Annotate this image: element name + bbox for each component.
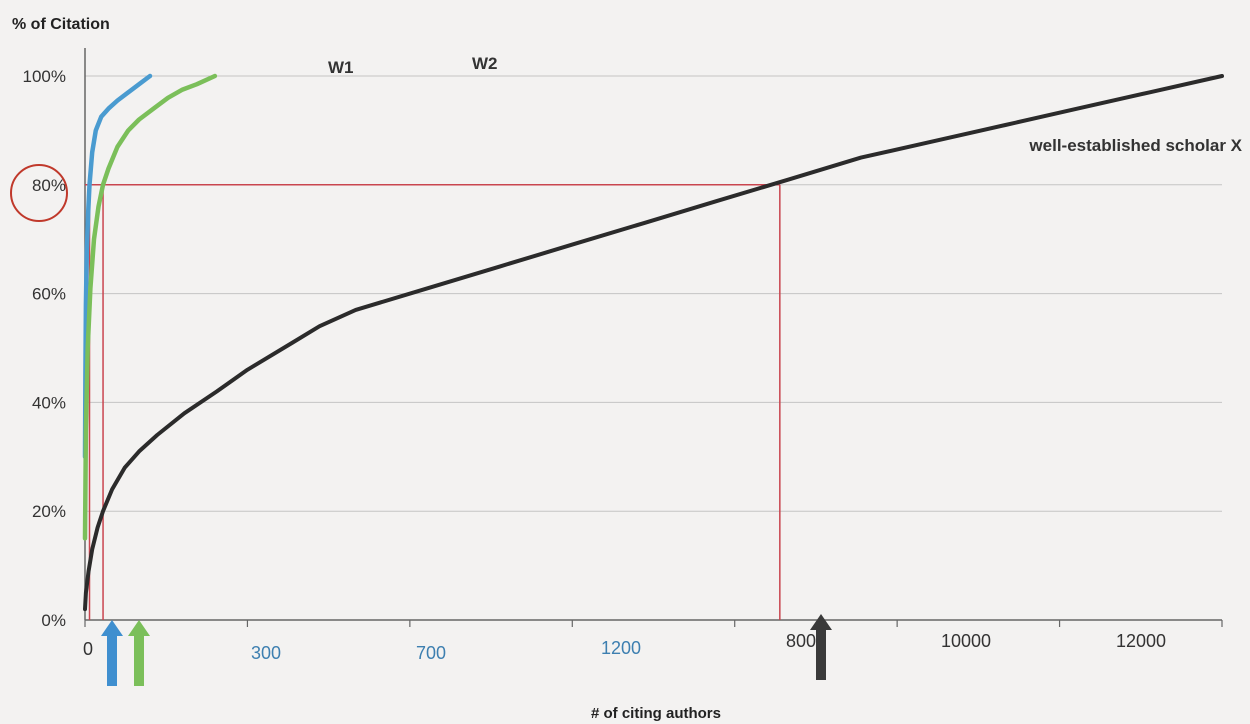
x-tick-label: 300 (251, 643, 281, 663)
series-lines (82, 73, 1224, 612)
y-tick-label: 40% (32, 393, 66, 412)
y-tick-label: 80% (32, 176, 66, 195)
x-tick-labels: 0 300 700 1200 8000 10000 12000 (83, 631, 1166, 663)
marker-arrows (101, 614, 832, 686)
x-tick-label: 700 (416, 643, 446, 663)
series-label: well-established scholar X (1028, 136, 1242, 155)
series-line-2 (82, 73, 218, 541)
series-label: W2 (472, 54, 498, 73)
y-axis-title: % of Citation (12, 16, 110, 33)
series-line-1 (82, 73, 153, 460)
series-label: W1 (328, 58, 354, 77)
highlight-circle (10, 164, 68, 222)
reference-lines (85, 184, 781, 620)
axes (84, 48, 1223, 627)
y-tick-label: 0% (41, 611, 66, 630)
series-line-3 (83, 74, 1224, 612)
up-arrow (101, 620, 123, 686)
circle-80-percent (10, 164, 68, 222)
series-labels: W1 W2 well-established scholar X (328, 54, 1243, 155)
y-tick-label: 100% (23, 67, 66, 86)
y-tick-labels: 0% 20% 40% 60% 80% 100% (23, 67, 66, 630)
up-arrow (128, 620, 150, 686)
x-axis-title: # of citing authors (591, 705, 721, 722)
x-tick-label: 12000 (1116, 631, 1166, 651)
x-tick-label: 0 (83, 639, 93, 659)
x-tick-label: 10000 (941, 631, 991, 651)
y-tick-label: 60% (32, 285, 66, 304)
x-tick-label: 1200 (601, 638, 641, 658)
y-tick-label: 20% (32, 502, 66, 521)
up-arrow (810, 614, 832, 680)
